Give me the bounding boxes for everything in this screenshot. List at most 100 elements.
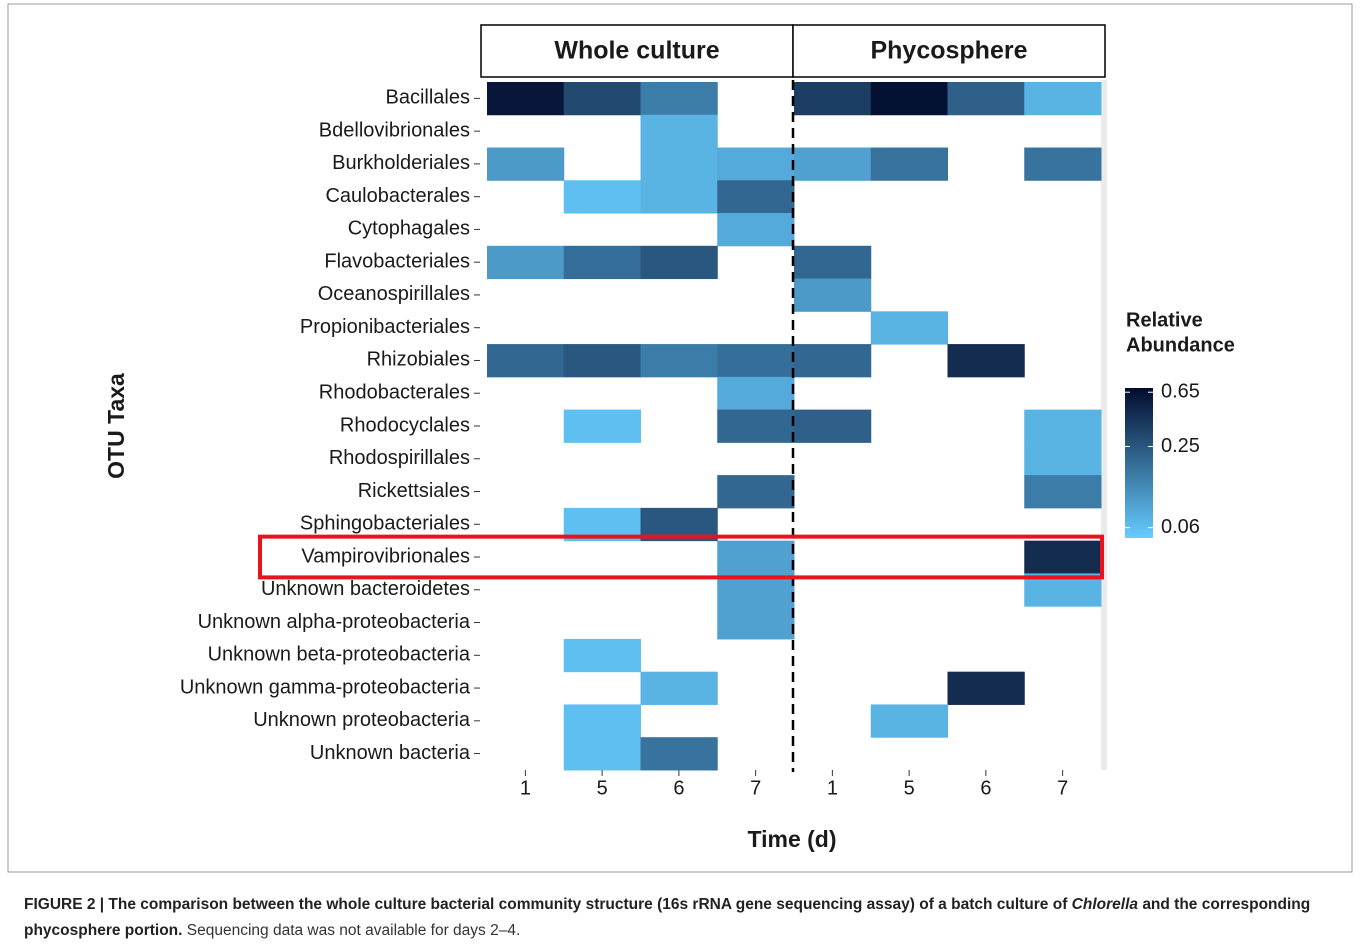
caption-text: Sequencing data was not available for da… xyxy=(186,922,521,939)
cell xyxy=(717,606,795,640)
cell xyxy=(487,245,565,280)
cell xyxy=(717,147,795,181)
y-tick-label: Cytophagales xyxy=(348,218,470,240)
cell xyxy=(947,82,1025,116)
caption-bold: FIGURE 2 | The comparison between the wh… xyxy=(24,896,1068,913)
strip xyxy=(792,24,1106,78)
cell xyxy=(717,376,795,411)
legend-title: Relative xyxy=(1126,309,1203,331)
cell xyxy=(640,147,718,181)
cell xyxy=(563,409,641,443)
y-tick-label: Bdellovibrionales xyxy=(319,119,470,141)
colorbar-label: 0.25 xyxy=(1161,435,1200,457)
legend-title: Abundance xyxy=(1126,334,1235,356)
panel-label: Whole culture xyxy=(554,37,719,65)
cell xyxy=(870,147,948,181)
y-tick-label: Sphingobacteriales xyxy=(300,513,470,535)
cell xyxy=(717,409,795,443)
x-tick-label: 6 xyxy=(673,777,684,799)
y-tick-label: Rhodocyclales xyxy=(340,414,470,436)
cell xyxy=(1024,409,1102,443)
cell xyxy=(640,245,718,280)
cell xyxy=(794,82,872,116)
y-axis-title: OTU Taxa xyxy=(103,373,129,479)
cell xyxy=(1024,540,1102,574)
cell xyxy=(640,82,718,116)
cell xyxy=(640,737,718,771)
cell xyxy=(640,114,718,149)
cell xyxy=(640,344,718,378)
cell xyxy=(794,278,872,312)
cell xyxy=(563,180,641,214)
cell xyxy=(563,245,641,280)
caption: FIGURE 2 | The comparison between the wh… xyxy=(24,892,1334,944)
x-tick-label: 7 xyxy=(750,777,761,799)
x-tick-label: 7 xyxy=(1057,777,1068,799)
y-tick-label: Unknown beta-proteobacteria xyxy=(208,644,471,666)
y-tick-label: Rhodobacterales xyxy=(319,382,470,404)
y-tick-label: Rhodospirillales xyxy=(329,447,470,469)
caption-italic: Chlorella xyxy=(1071,896,1138,913)
caption-bold: and the corresponding phycosphere portio… xyxy=(24,896,1311,939)
panel-label: Phycosphere xyxy=(870,37,1027,65)
cell xyxy=(717,213,795,247)
x-tick-label: 1 xyxy=(520,777,531,799)
y-tick-label: Bacillales xyxy=(386,87,470,109)
cell xyxy=(947,671,1025,705)
cell xyxy=(640,180,718,214)
y-tick-label: Caulobacterales xyxy=(325,185,470,207)
cell xyxy=(1024,475,1102,509)
colorbar-label: 0.65 xyxy=(1161,380,1200,402)
cell xyxy=(487,344,565,378)
cell xyxy=(794,344,872,378)
highlight-box xyxy=(258,534,1104,580)
strip xyxy=(480,24,794,78)
y-tick-label: Unknown proteobacteria xyxy=(253,709,471,731)
cell xyxy=(1024,442,1102,476)
cell xyxy=(1024,147,1102,181)
cell xyxy=(487,82,565,116)
x-tick-label: 5 xyxy=(904,777,915,799)
y-tick-label: Unknown gamma-proteobacteria xyxy=(180,676,471,698)
panel-edge xyxy=(1101,80,1107,770)
cell xyxy=(794,245,872,280)
cell xyxy=(794,409,872,443)
y-tick-label: Rhizobiales xyxy=(367,349,470,371)
cell xyxy=(563,737,641,771)
colorbar-label: 0.06 xyxy=(1161,516,1200,538)
cell xyxy=(563,344,641,378)
y-tick-label: Vampirovibrionales xyxy=(301,545,470,567)
cell xyxy=(717,475,795,509)
figure-frame xyxy=(7,3,1353,873)
cell xyxy=(717,180,795,214)
y-tick-label: Flavobacteriales xyxy=(324,250,470,272)
cell xyxy=(487,147,565,181)
y-tick-label: Unknown alpha-proteobacteria xyxy=(198,611,471,633)
cell xyxy=(640,671,718,705)
x-axis-title: Time (d) xyxy=(747,826,836,852)
cell xyxy=(717,344,795,378)
x-tick-label: 5 xyxy=(597,777,608,799)
cell xyxy=(870,82,948,116)
y-tick-label: Burkholderiales xyxy=(332,152,470,174)
y-tick-label: Rickettsiales xyxy=(358,480,470,502)
cell xyxy=(947,344,1025,378)
x-tick-label: 6 xyxy=(980,777,991,799)
cell xyxy=(563,704,641,738)
cell xyxy=(794,147,872,181)
y-tick-label: Propionibacteriales xyxy=(300,316,470,338)
y-tick-label: Oceanospirillales xyxy=(318,283,470,305)
y-tick-label: Unknown bacteroidetes xyxy=(261,578,470,600)
cell xyxy=(870,704,948,738)
cell xyxy=(563,638,641,673)
cell xyxy=(1024,82,1102,116)
chart: Whole culture Phycosphere Time (d) OTU T… xyxy=(7,3,1353,873)
y-tick-label: Unknown bacteria xyxy=(310,742,471,764)
cells xyxy=(487,82,1102,771)
cell xyxy=(717,540,795,574)
cell xyxy=(870,311,948,345)
x-tick-label: 1 xyxy=(827,777,838,799)
cell xyxy=(563,82,641,116)
colorbar xyxy=(1125,388,1153,538)
